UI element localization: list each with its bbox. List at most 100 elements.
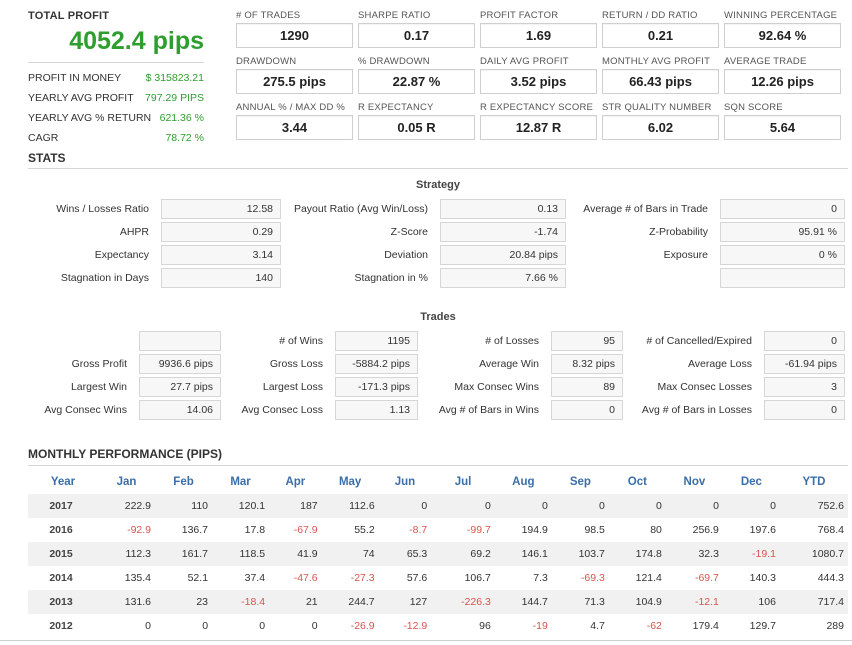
month-value-cell: -67.9	[269, 518, 322, 542]
total-profit-label: TOTAL PROFIT	[28, 10, 110, 22]
col-header: Nov	[683, 476, 706, 488]
metric-r-expectancy: R EXPECTANCY 0.05 R	[358, 102, 475, 140]
strategy-label: Expectancy	[94, 249, 149, 261]
metric-drawdown: DRAWDOWN 275.5 pips	[236, 56, 353, 94]
trades-value: 27.7 pips	[139, 377, 221, 397]
year-cell: 2012	[28, 614, 98, 638]
trades-value: 9936.6 pips	[139, 354, 221, 374]
month-value-cell: 32.3	[665, 542, 723, 566]
month-value-cell: -18.4	[212, 590, 270, 614]
trades-value: 0	[764, 331, 845, 351]
month-value-cell: 96	[431, 614, 495, 638]
month-value-cell: 52.1	[155, 566, 213, 590]
table-row: 2015 112.3 161.7 118.5 41.9 74 65.3 69.2 146.1 10…	[28, 542, 848, 566]
month-value-cell: 717.4	[779, 590, 848, 614]
trades-value: 89	[551, 377, 623, 397]
metric-return-dd: RETURN / DD RATIO 0.21	[602, 10, 719, 48]
trades-label	[28, 331, 127, 351]
month-value-cell: 0	[98, 614, 156, 638]
month-value-cell: 256.9	[665, 518, 723, 542]
month-value-cell: 7.3	[494, 566, 552, 590]
month-value-cell: 98.5	[551, 518, 609, 542]
month-value-cell: 222.9	[98, 494, 156, 518]
metric-daily-avg: DAILY AVG PROFIT 3.52 pips	[480, 56, 597, 94]
month-value-cell: 0	[431, 494, 495, 518]
metric-winning-pct: WINNING PERCENTAGE 92.64 %	[724, 10, 841, 48]
strategy-label: Wins / Losses Ratio	[56, 203, 149, 215]
trades-label: Max Consec Losses	[657, 381, 752, 393]
trades-value: -5884.2 pips	[335, 354, 418, 374]
month-value-cell: 118.5	[212, 542, 270, 566]
col-header: Dec	[740, 476, 762, 488]
strategy-value: 95.91 %	[720, 222, 845, 242]
trades-label: Gross Profit	[71, 358, 127, 370]
month-value-cell: 4.7	[551, 614, 609, 638]
stats-divider	[28, 168, 848, 169]
strategy-heading: Strategy	[415, 179, 461, 191]
strategy-label: Z-Score	[390, 226, 428, 238]
month-value-cell: 127	[378, 590, 432, 614]
month-value-cell: 0	[551, 494, 609, 518]
metric-trades: # OF TRADES 1290	[236, 10, 353, 48]
month-value-cell: 21	[269, 590, 322, 614]
strategy-value: 20.84 pips	[440, 245, 566, 265]
month-value-cell: 23	[155, 590, 213, 614]
trades-label: Avg # of Bars in Losses	[641, 404, 752, 416]
trades-value: -61.94 pips	[764, 354, 845, 374]
trades-label: # of Cancelled/Expired	[646, 335, 752, 347]
strategy-value: 140	[161, 268, 281, 288]
month-value-cell: 129.7	[722, 614, 780, 638]
month-value-cell: 65.3	[378, 542, 432, 566]
year-cell: 2017	[28, 494, 98, 518]
col-header: Aug	[512, 476, 535, 488]
trades-label: Avg Consec Loss	[241, 404, 323, 416]
strategy-label: AHPR	[119, 226, 149, 238]
col-header: Feb	[173, 476, 194, 488]
strategy-value: 0.13	[440, 199, 566, 219]
trades-label: Average Win	[479, 358, 539, 370]
summary-row-profit-money: PROFIT IN MONEY $ 315823.21	[28, 72, 204, 84]
strategy-label: Stagnation in %	[354, 272, 428, 284]
strategy-label: Payout Ratio (Avg Win/Loss)	[293, 203, 428, 215]
summary-row-yearly-avg-return: YEARLY AVG % RETURN 621.36 %	[28, 112, 204, 124]
col-header: Sep	[569, 476, 591, 488]
col-header: Jul	[454, 476, 472, 488]
trades-label: Avg Consec Wins	[44, 404, 127, 416]
trades-value: 0	[764, 400, 845, 420]
month-value-cell: 55.2	[321, 518, 379, 542]
year-cell: 2014	[28, 566, 98, 590]
strategy-value: 3.14	[161, 245, 281, 265]
month-value-cell: 0	[722, 494, 780, 518]
col-header: Jun	[394, 476, 416, 488]
month-value-cell: 0	[378, 494, 432, 518]
trades-label: Average Loss	[687, 358, 752, 370]
month-value-cell: 187	[269, 494, 322, 518]
metric-profit-factor: PROFIT FACTOR 1.69	[480, 10, 597, 48]
trades-value: 95	[551, 331, 623, 351]
metric-annual-maxdd: ANNUAL % / MAX DD % 3.44	[236, 102, 353, 140]
monthly-header-row: Year Jan Feb Mar Apr May Jun Jul Aug Sep…	[28, 470, 848, 494]
trades-label: Max Consec Wins	[454, 381, 539, 393]
bottom-border	[0, 640, 852, 641]
year-cell: 2013	[28, 590, 98, 614]
month-value-cell: 74	[321, 542, 379, 566]
month-value-cell: -92.9	[98, 518, 156, 542]
strategy-value: 0	[720, 199, 845, 219]
month-value-cell: 112.6	[321, 494, 379, 518]
month-value-cell: 103.7	[551, 542, 609, 566]
month-value-cell: -19.1	[722, 542, 780, 566]
month-value-cell: 80	[608, 518, 666, 542]
month-value-cell: -8.7	[378, 518, 432, 542]
strategy-value	[720, 268, 845, 288]
table-row: 2017 222.9 110 120.1 187 112.6 0 0 0 0 0 0 0 752.6	[28, 494, 848, 518]
strategy-value: 7.66 %	[440, 268, 566, 288]
month-value-cell: 120.1	[212, 494, 270, 518]
month-value-cell: 197.6	[722, 518, 780, 542]
month-value-cell: -12.1	[665, 590, 723, 614]
total-profit-value: 4052.4 pips	[69, 27, 204, 55]
metric-monthly-avg: MONTHLY AVG PROFIT 66.43 pips	[602, 56, 719, 94]
month-value-cell: 194.9	[494, 518, 552, 542]
strategy-label: Deviation	[384, 249, 428, 261]
table-row: 2012 0 0 0 0 -26.9 -12.9 96 -19 4.7 -62 179.4 129.7 2…	[28, 614, 848, 638]
trades-label: # of Wins	[279, 335, 323, 347]
